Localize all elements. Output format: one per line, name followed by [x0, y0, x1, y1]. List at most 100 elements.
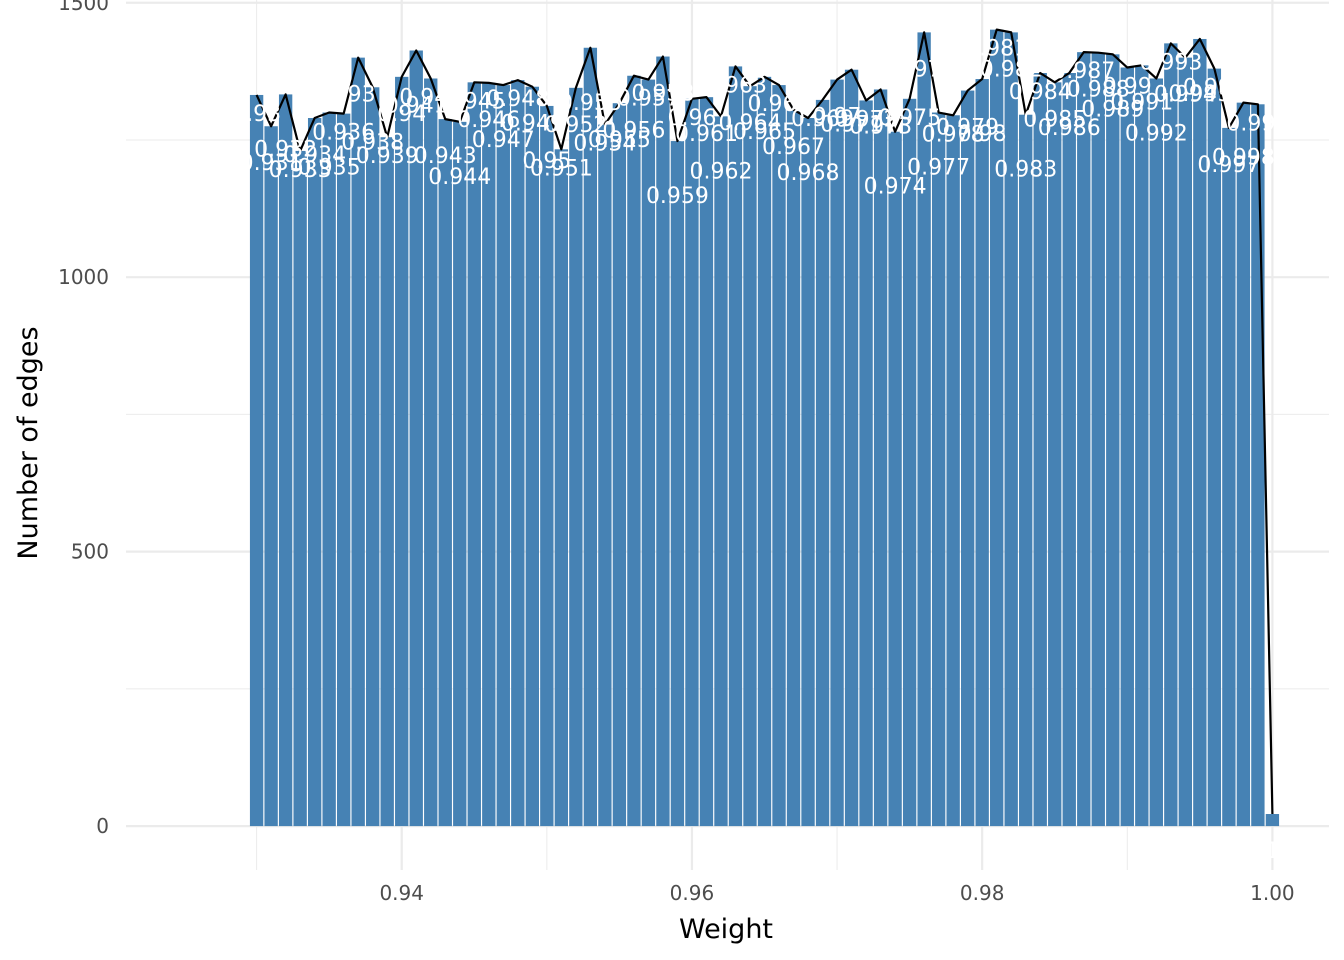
histogram-bar	[859, 100, 873, 827]
histogram-bar	[873, 89, 888, 827]
bar-value-label: 0.968	[777, 161, 840, 186]
bar-value-label: 0.933	[269, 158, 332, 183]
data-labels: 0.930.9310.9320.9330.9340.9350.9360.9370…	[232, 37, 1289, 864]
histogram-bar	[699, 97, 714, 827]
bar-value-label: 0.983	[994, 158, 1057, 183]
bar-value-label: 0.946	[457, 108, 520, 133]
bar-value-label: 1	[1265, 839, 1279, 864]
bar-value-label: 0.93	[232, 102, 281, 127]
bar-value-label: 0.963	[704, 73, 767, 98]
bar-value-label: 0.962	[689, 159, 752, 184]
histogram-bar	[496, 85, 510, 827]
bar-value-label: 0.931	[240, 151, 303, 176]
bar-value-label: 0.979	[936, 116, 999, 141]
bar-value-label: 0.939	[356, 144, 419, 169]
histogram-bar	[540, 105, 554, 827]
bar-value-label: 0.985	[1023, 107, 1086, 132]
histogram-bar	[554, 149, 569, 827]
histogram-bar	[278, 94, 293, 827]
histogram-bar	[1033, 73, 1047, 827]
histogram-bar	[757, 76, 772, 827]
bar-value-label: 0.991	[1110, 90, 1173, 115]
histogram-bar	[322, 112, 336, 827]
bar-value-label: 0.961	[675, 122, 738, 147]
histogram-bar	[424, 78, 438, 827]
histogram-bar	[990, 29, 1004, 827]
x-axis-title: Weight	[679, 914, 773, 945]
bar-value-label: 0.952	[544, 113, 607, 138]
histogram-bar	[1106, 54, 1120, 827]
bar-value-label: 0.975	[878, 106, 941, 131]
y-tick-label: 0	[96, 814, 109, 838]
bar-value-label: 0.99	[1103, 75, 1152, 100]
y-tick-label: 500	[71, 540, 109, 564]
histogram-bar	[1004, 32, 1018, 827]
bar-value-label: 0.982	[980, 57, 1043, 82]
histogram-bar	[409, 50, 423, 827]
histogram-bar	[583, 47, 598, 827]
histogram-bar	[525, 86, 539, 827]
y-tick-label: 1000	[58, 265, 109, 289]
bar-value-label: 0.994	[1154, 83, 1217, 108]
bar-value-label: 0.971	[820, 113, 883, 138]
histogram-bar	[612, 103, 627, 827]
bar-value-label: 0.957	[617, 87, 680, 112]
histogram-bar	[801, 118, 815, 827]
histogram-bar	[1222, 127, 1236, 827]
histogram-bar	[641, 79, 656, 827]
histogram-bar	[931, 112, 946, 827]
histogram-bar	[1062, 73, 1076, 827]
bar-value-label: 0.974	[864, 175, 927, 200]
x-tick-label: 0.96	[670, 881, 715, 905]
bar-value-label: 0.96	[667, 106, 716, 131]
histogram-bar	[380, 137, 394, 827]
bar-value-label: 0.956	[602, 119, 665, 144]
bar-value-label: 0.967	[762, 135, 825, 160]
bar-value-label: 0.936	[312, 121, 375, 146]
histogram-bar	[511, 80, 525, 827]
bar-value-label: 0.969	[791, 107, 854, 132]
y-tick-label: 1500	[58, 0, 109, 15]
frequency-line	[255, 28, 1274, 815]
histogram-bar	[1048, 82, 1062, 827]
histogram-bar	[569, 87, 583, 827]
bar-value-label: 0.988	[1067, 78, 1130, 103]
histogram-bar	[453, 121, 467, 827]
axes: 0 500 1000 1500 0.94 0.96 0.98 1.00	[58, 0, 1295, 905]
bar-value-label: 0.992	[1125, 121, 1188, 146]
bar-value-label: 0.951	[530, 156, 593, 181]
bar-value-label: 0.976	[893, 57, 956, 82]
bar-value-label: 0.95	[522, 149, 571, 174]
histogram-bar	[714, 116, 728, 827]
bar-value-label: 0.996	[1183, 76, 1246, 101]
histogram-bar	[743, 86, 757, 827]
histogram-bar	[902, 98, 917, 827]
bar-value-label: 0.965	[733, 120, 796, 145]
bar-value-label: 0.987	[1052, 59, 1115, 84]
histogram-bar	[1251, 104, 1265, 827]
histogram-bar	[1077, 52, 1091, 827]
histogram-bar	[336, 113, 351, 827]
histogram-bar	[1207, 68, 1222, 827]
histogram-bar	[598, 124, 612, 827]
bar-value-label: 0.948	[486, 87, 549, 112]
histogram-bar	[656, 56, 670, 827]
histogram-bar	[830, 79, 844, 827]
histogram-bar	[888, 131, 902, 827]
histogram-bar	[844, 69, 859, 827]
x-tick-label: 0.98	[960, 881, 1005, 905]
bar-value-label: 0.955	[588, 128, 651, 153]
histogram-bar	[1193, 38, 1207, 827]
histogram-bar	[249, 94, 264, 827]
bar-value-label: 0.94	[377, 102, 426, 127]
histogram-bar	[1091, 52, 1105, 827]
bar-value-label: 0.995	[1168, 82, 1231, 107]
bar-value-label: 0.977	[907, 156, 970, 181]
histogram-bar	[1149, 78, 1163, 827]
histogram-bar	[293, 150, 307, 827]
histogram-bar	[1164, 43, 1178, 827]
bar-value-label: 0.989	[1081, 97, 1144, 122]
bar-value-label: 0.938	[341, 130, 404, 155]
histogram-bar	[917, 32, 931, 827]
histogram-bar	[395, 76, 409, 827]
